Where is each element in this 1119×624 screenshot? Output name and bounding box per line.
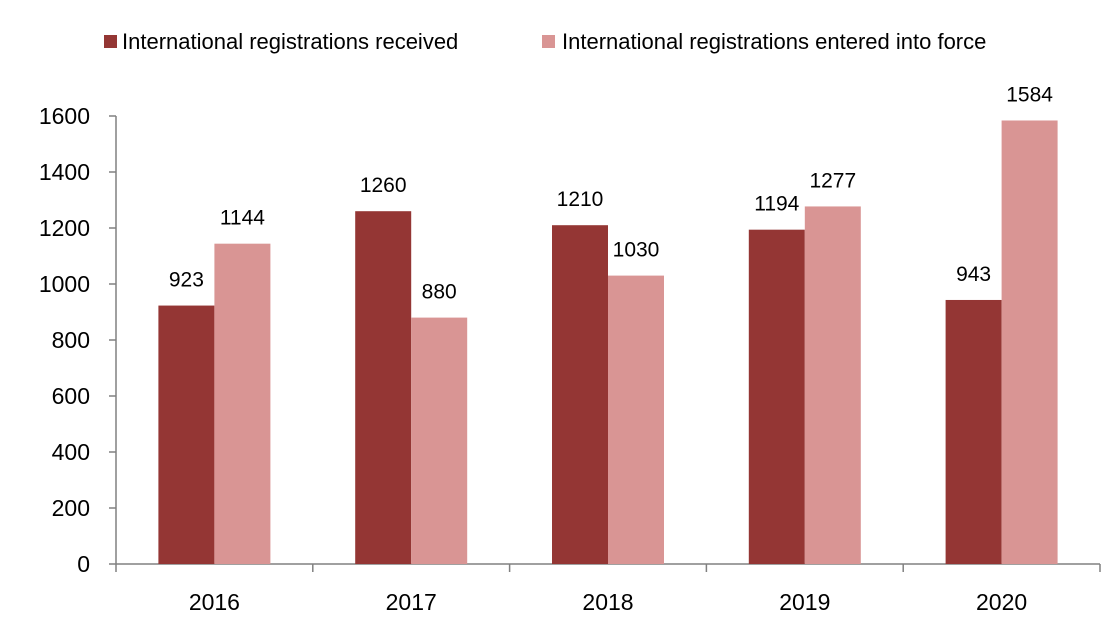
legend-swatch (104, 35, 117, 48)
bar-received (749, 230, 805, 564)
y-tick-label: 1400 (39, 159, 90, 185)
data-label: 1260 (360, 174, 407, 197)
legend-swatch (542, 35, 555, 48)
bar-entered-into-force (608, 276, 664, 564)
bar-received (552, 225, 608, 564)
data-label: 1210 (557, 188, 604, 211)
x-tick-label: 2018 (582, 589, 633, 615)
data-label: 1144 (220, 207, 265, 230)
legend: International registrations received Inte… (104, 29, 986, 54)
y-tick-label: 800 (52, 327, 90, 353)
y-axis: 0 200 400 600 800 1000 1200 1400 1600 (39, 103, 116, 577)
bars (158, 120, 1057, 564)
bar-received (946, 300, 1002, 564)
x-tick-label: 2020 (976, 589, 1027, 615)
data-label: 1194 (754, 193, 799, 216)
legend-label: International registrations entered into… (562, 29, 986, 54)
bar-received (158, 306, 214, 564)
y-tick-label: 400 (52, 439, 90, 465)
bar-entered-into-force (411, 318, 467, 564)
y-tick-label: 1000 (39, 271, 90, 297)
y-tick-label: 1600 (39, 103, 90, 129)
data-label: 943 (956, 263, 991, 286)
bar-entered-into-force (1002, 120, 1058, 564)
y-tick-label: 600 (52, 383, 90, 409)
data-label: 1277 (809, 169, 856, 192)
data-label: 923 (169, 269, 204, 292)
data-label: 1030 (613, 239, 660, 262)
x-tick-label: 2016 (189, 589, 240, 615)
y-tick-label: 0 (77, 551, 90, 577)
x-tick-label: 2019 (779, 589, 830, 615)
y-tick-label: 1200 (39, 215, 90, 241)
x-tick-label: 2017 (386, 589, 437, 615)
data-label: 880 (422, 281, 457, 304)
data-labels: 923 1144 1260 880 1210 1030 1194 1277 943 1584 (169, 83, 1053, 303)
y-tick-label: 200 (52, 495, 90, 521)
bar-received (355, 211, 411, 564)
bar-entered-into-force (214, 244, 270, 564)
data-label: 1584 (1006, 83, 1053, 106)
legend-label: International registrations received (122, 29, 458, 54)
bar-entered-into-force (805, 206, 861, 564)
x-axis: 2016 2017 2018 2019 2020 (116, 564, 1100, 615)
